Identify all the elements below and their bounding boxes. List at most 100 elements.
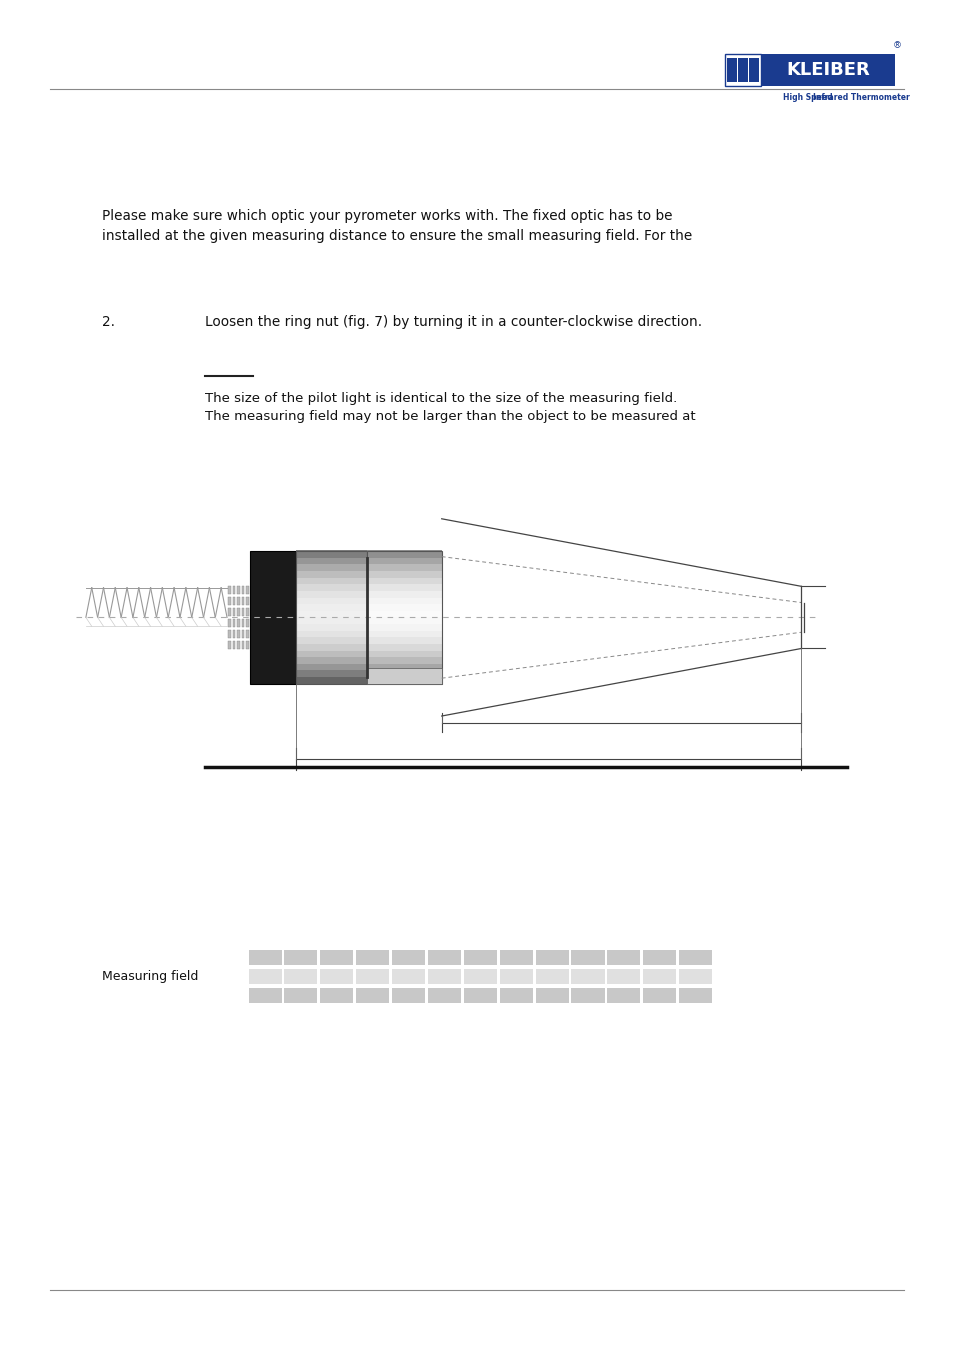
Bar: [237, 586, 239, 594]
Bar: [367, 643, 441, 650]
Bar: [295, 603, 367, 611]
Bar: [367, 563, 441, 571]
Bar: [642, 989, 676, 1002]
Bar: [295, 550, 367, 558]
Text: High Speed: High Speed: [782, 93, 832, 103]
Bar: [295, 630, 367, 638]
Bar: [642, 970, 676, 984]
Bar: [295, 643, 367, 650]
Bar: [535, 989, 568, 1002]
Bar: [248, 970, 281, 984]
Bar: [392, 951, 425, 965]
Bar: [233, 608, 235, 616]
Bar: [367, 636, 441, 644]
Bar: [367, 623, 441, 631]
Bar: [295, 623, 367, 631]
Bar: [228, 586, 231, 594]
Bar: [241, 597, 244, 605]
Bar: [367, 655, 441, 663]
Bar: [233, 640, 235, 648]
Bar: [295, 557, 367, 565]
Bar: [367, 616, 441, 624]
Bar: [679, 989, 711, 1002]
Bar: [295, 669, 367, 677]
Bar: [237, 640, 239, 648]
Bar: [499, 951, 532, 965]
Bar: [250, 551, 295, 684]
Bar: [295, 609, 367, 617]
Bar: [499, 989, 532, 1002]
Bar: [295, 676, 367, 684]
Bar: [295, 636, 367, 644]
Bar: [228, 619, 231, 627]
Bar: [228, 608, 231, 616]
Bar: [367, 570, 441, 578]
Bar: [246, 586, 249, 594]
Bar: [241, 608, 244, 616]
Text: Please make sure which optic your pyrometer works with. The fixed optic has to b: Please make sure which optic your pyrome…: [102, 209, 692, 243]
Bar: [367, 603, 441, 611]
Bar: [367, 662, 441, 670]
Text: KLEIBER: KLEIBER: [785, 61, 869, 80]
Bar: [367, 669, 441, 677]
Text: The size of the pilot light is identical to the size of the measuring field.
The: The size of the pilot light is identical…: [205, 392, 695, 423]
Bar: [367, 648, 441, 657]
Bar: [284, 951, 317, 965]
Bar: [237, 597, 239, 605]
Bar: [367, 676, 441, 684]
Bar: [679, 951, 711, 965]
Bar: [463, 989, 497, 1002]
Bar: [295, 570, 367, 578]
Bar: [367, 596, 441, 604]
Bar: [295, 563, 367, 571]
Bar: [248, 951, 281, 965]
Bar: [367, 551, 441, 684]
Bar: [748, 58, 759, 82]
Bar: [392, 989, 425, 1002]
Bar: [295, 589, 367, 597]
Bar: [295, 655, 367, 663]
Bar: [233, 597, 235, 605]
Bar: [237, 608, 239, 616]
Bar: [367, 609, 441, 617]
Bar: [367, 577, 441, 584]
Bar: [295, 584, 367, 590]
Text: Infrared Thermometer: Infrared Thermometer: [812, 93, 909, 103]
Text: Measuring field: Measuring field: [102, 970, 198, 984]
Bar: [237, 619, 239, 627]
Bar: [320, 970, 353, 984]
Bar: [241, 640, 244, 648]
Bar: [246, 608, 249, 616]
Bar: [284, 989, 317, 1002]
Bar: [241, 619, 244, 627]
Bar: [571, 989, 604, 1002]
Bar: [246, 640, 249, 648]
Bar: [295, 551, 367, 684]
Bar: [246, 630, 249, 638]
Bar: [355, 951, 389, 965]
Bar: [241, 630, 244, 638]
Text: ®: ®: [892, 41, 902, 50]
Bar: [295, 648, 367, 657]
Bar: [367, 584, 441, 590]
Bar: [248, 989, 281, 1002]
Text: Loosen the ring nut (fig. 7) by turning it in a counter-clockwise direction.: Loosen the ring nut (fig. 7) by turning …: [205, 315, 701, 328]
Bar: [724, 54, 760, 86]
Bar: [246, 597, 249, 605]
Bar: [295, 616, 367, 624]
Bar: [367, 667, 441, 684]
Bar: [228, 630, 231, 638]
Bar: [392, 970, 425, 984]
Bar: [295, 596, 367, 604]
Bar: [726, 58, 737, 82]
Bar: [642, 951, 676, 965]
Bar: [607, 970, 639, 984]
Bar: [228, 597, 231, 605]
Bar: [428, 951, 460, 965]
Bar: [295, 662, 367, 670]
Bar: [367, 550, 441, 558]
Bar: [320, 989, 353, 1002]
Bar: [284, 970, 317, 984]
Bar: [233, 619, 235, 627]
Bar: [499, 970, 532, 984]
